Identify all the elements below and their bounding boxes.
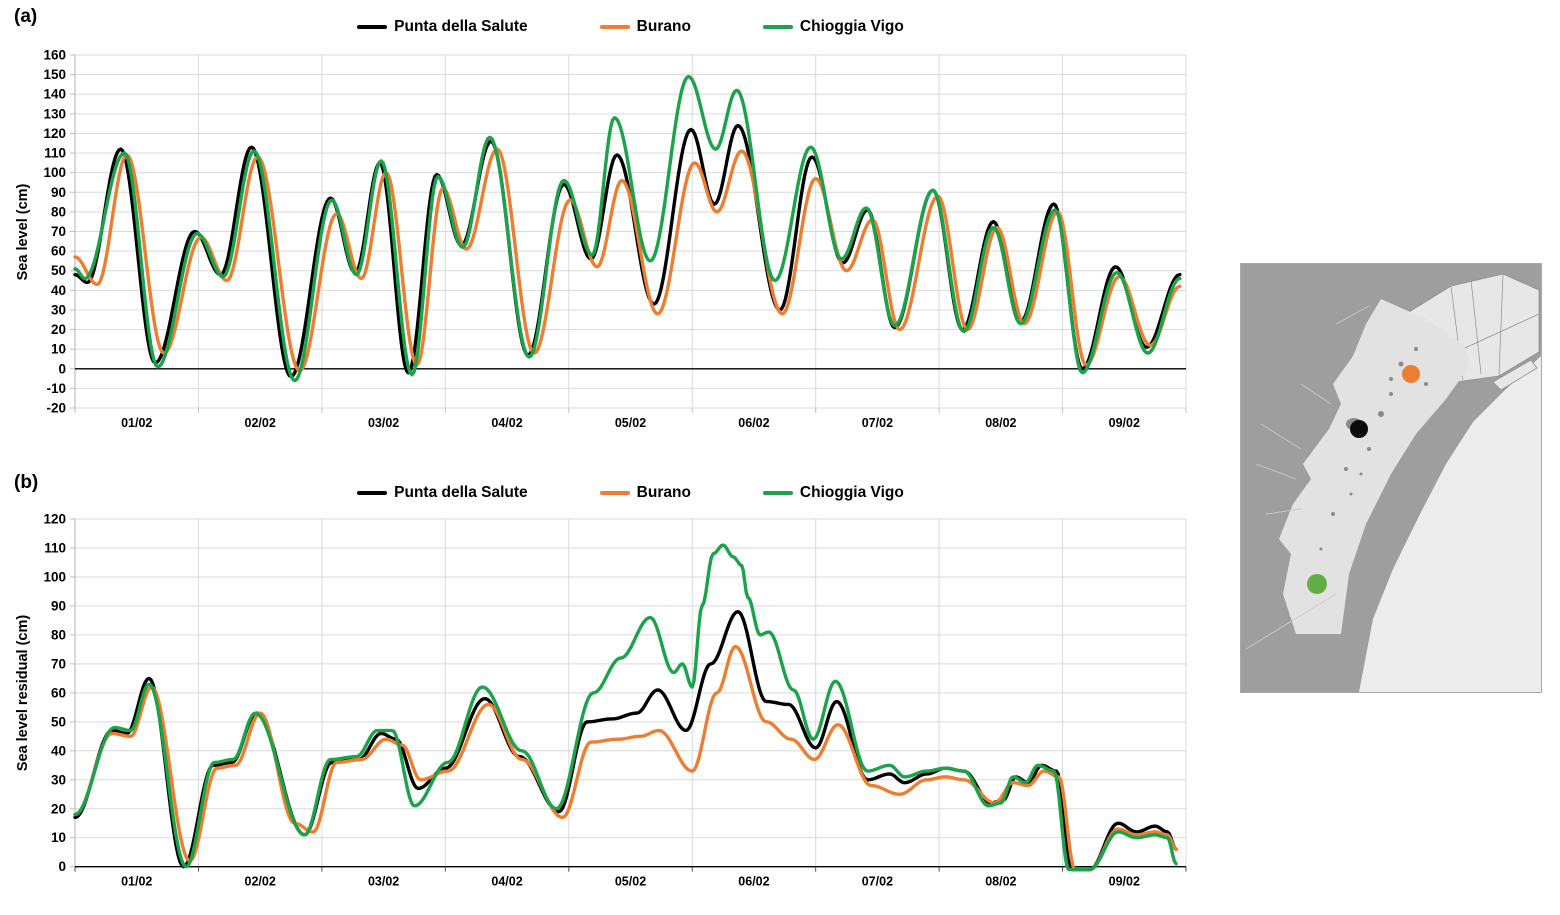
legend-label: Punta della Salute <box>394 18 528 35</box>
series-line-chioggia-vigo <box>73 543 1178 872</box>
series-line-punta-della-salute <box>73 123 1182 379</box>
sea-level-residual-chart: 0 10 20 30 40 50 60 70 80 90 100 110 120 01/02 02/02 03… <box>15 512 1187 889</box>
y-tick-label: 120 <box>43 126 66 141</box>
x-tick-label: 07/02 <box>862 875 893 889</box>
legend-item-b-2: Chioggia Vigo <box>762 484 904 502</box>
y-tick-label: -20 <box>46 401 66 416</box>
legend-item-a-0: Punta della Salute <box>357 18 528 36</box>
map-lagoon <box>1279 299 1471 634</box>
y-tick-label: 0 <box>58 859 66 874</box>
panel-a-legend: Punta della Salute Burano Chioggia Vigo <box>75 18 1186 36</box>
legend-line-swatch <box>357 25 388 29</box>
y-tick-label: 10 <box>51 830 66 845</box>
series-line-punta-della-salute <box>73 610 1178 872</box>
y-tick-label: 130 <box>43 106 66 121</box>
x-tick-label: 02/02 <box>245 875 276 889</box>
x-tick-label: 05/02 <box>615 416 646 430</box>
sea-level-chart: -20 -10 0 10 20 30 40 50 60 70 80 90 100 110 120 130 140… <box>15 48 1187 430</box>
panel-a-label: (a) <box>14 6 38 27</box>
panel-b-label: (b) <box>14 472 39 493</box>
map-station-dot-burano <box>1402 365 1420 383</box>
y-tick-label: 70 <box>51 224 66 239</box>
y-tick-label: 50 <box>51 714 66 729</box>
y-tick-label: 30 <box>51 302 66 317</box>
x-tick-label: 09/02 <box>1109 416 1140 430</box>
series-line-chioggia-vigo <box>73 74 1182 383</box>
map-sea <box>1359 356 1541 692</box>
legend-item-a-1: Burano <box>599 18 691 36</box>
x-tick-label: 08/02 <box>985 416 1016 430</box>
y-tick-label: 80 <box>51 627 66 642</box>
map-station-dot-chioggia-vigo <box>1307 574 1327 594</box>
legend-item-b-1: Burano <box>599 484 691 502</box>
legend-item-a-2: Chioggia Vigo <box>762 18 904 36</box>
panel-b-y-axis-title: Sea level residual (cm) <box>15 615 31 772</box>
y-tick-label: 120 <box>43 512 66 527</box>
y-tick-label: 90 <box>51 598 66 613</box>
legend-line-swatch <box>599 25 630 29</box>
legend-line-swatch <box>762 491 793 495</box>
legend-label: Punta della Salute <box>394 484 528 501</box>
panel-a-y-axis-title: Sea level (cm) <box>15 183 31 280</box>
x-tick-label: 01/02 <box>121 875 152 889</box>
map-channels <box>1245 305 1370 650</box>
x-tick-label: 04/02 <box>491 416 522 430</box>
y-tick-label: 40 <box>51 743 66 758</box>
x-tick-label: 08/02 <box>985 875 1016 889</box>
map-field-outlines <box>1440 273 1540 381</box>
map-coastal-spit <box>1492 359 1538 391</box>
x-tick-label: 02/02 <box>245 416 276 430</box>
y-tick-label: 20 <box>51 322 66 337</box>
legend-line-swatch <box>599 491 630 495</box>
legend-item-b-0: Punta della Salute <box>357 484 528 502</box>
legend-line-swatch <box>357 491 388 495</box>
y-tick-label: -10 <box>46 381 66 396</box>
y-tick-label: 20 <box>51 801 66 816</box>
x-tick-label: 07/02 <box>862 416 893 430</box>
y-tick-label: 60 <box>51 244 66 259</box>
venice-lagoon-map <box>1240 263 1542 693</box>
x-tick-label: 01/02 <box>121 416 152 430</box>
y-tick-label: 30 <box>51 772 66 787</box>
x-tick-label: 06/02 <box>738 416 769 430</box>
y-tick-label: 50 <box>51 263 66 278</box>
x-tick-label: 04/02 <box>491 875 522 889</box>
panel-b-legend: Punta della Salute Burano Chioggia Vigo <box>75 484 1186 502</box>
y-tick-label: 100 <box>43 165 66 180</box>
legend-label: Chioggia Vigo <box>799 484 904 501</box>
y-tick-label: 60 <box>51 685 66 700</box>
y-tick-label: 80 <box>51 204 66 219</box>
y-tick-label: 110 <box>44 540 66 555</box>
legend-label: Burano <box>636 484 691 501</box>
y-tick-label: 160 <box>43 48 66 63</box>
x-tick-label: 09/02 <box>1109 875 1140 889</box>
x-tick-label: 03/02 <box>368 416 399 430</box>
y-tick-label: 40 <box>51 283 66 298</box>
y-tick-label: 150 <box>43 67 66 82</box>
map-station-dot-punta-della-salute <box>1350 420 1368 438</box>
y-tick-label: 140 <box>43 87 66 102</box>
x-tick-label: 05/02 <box>615 875 646 889</box>
series-line-burano <box>73 644 1178 872</box>
y-tick-label: 90 <box>51 185 66 200</box>
y-tick-label: 0 <box>58 361 66 376</box>
lagoon-map-svg <box>1241 264 1541 692</box>
y-tick-label: 110 <box>44 146 66 161</box>
x-tick-label: 06/02 <box>738 875 769 889</box>
legend-label: Chioggia Vigo <box>799 18 904 35</box>
y-tick-label: 100 <box>43 569 66 584</box>
legend-line-swatch <box>762 25 793 29</box>
y-tick-label: 70 <box>51 656 66 671</box>
legend-label: Burano <box>636 18 691 35</box>
y-tick-label: 10 <box>51 342 66 357</box>
x-tick-label: 03/02 <box>368 875 399 889</box>
